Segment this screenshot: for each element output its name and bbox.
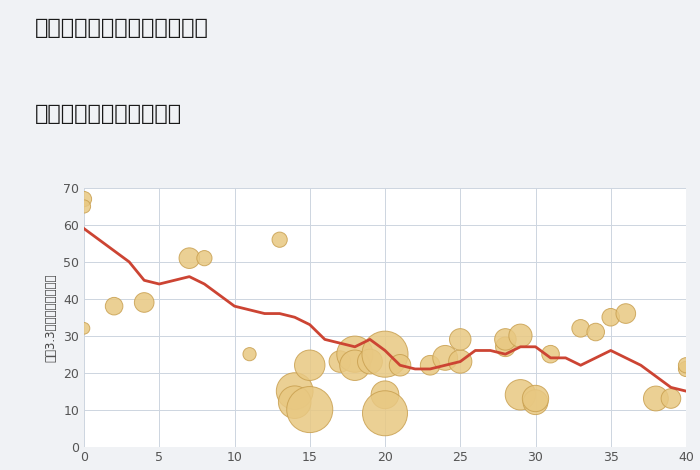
Point [500,336,511,343]
Point [349,351,360,358]
Point [680,365,692,373]
Point [379,391,391,399]
Point [78,196,90,203]
Point [590,328,601,336]
Point [455,358,466,365]
Point [304,406,315,413]
Point [244,351,256,358]
Point [379,409,391,417]
Point [304,361,315,369]
Point [274,236,286,243]
Point [395,361,406,369]
Point [530,395,541,402]
Point [289,387,300,395]
Text: 築年数別中古戸建て価格: 築年数別中古戸建て価格 [35,103,182,124]
Point [515,332,526,339]
Point [199,254,210,262]
Point [500,343,511,351]
Point [424,361,435,369]
Point [650,395,662,402]
Point [335,358,346,365]
Point [440,354,451,361]
Text: 奈良県生駒郡三郷町立野北の: 奈良県生駒郡三郷町立野北の [35,18,209,38]
Point [78,203,90,210]
Point [349,361,360,369]
Point [108,302,120,310]
Point [379,351,391,358]
Point [620,310,631,317]
Point [575,325,587,332]
Point [289,399,300,406]
Point [605,313,617,321]
Point [545,351,556,358]
Point [364,358,375,365]
Point [139,299,150,306]
Point [183,254,195,262]
Point [78,325,90,332]
Point [455,336,466,343]
Y-axis label: 坪（3.3㎡）単価（万円）: 坪（3.3㎡）単価（万円） [45,273,57,361]
Point [530,399,541,406]
Point [680,361,692,369]
Point [515,391,526,399]
Point [665,395,676,402]
